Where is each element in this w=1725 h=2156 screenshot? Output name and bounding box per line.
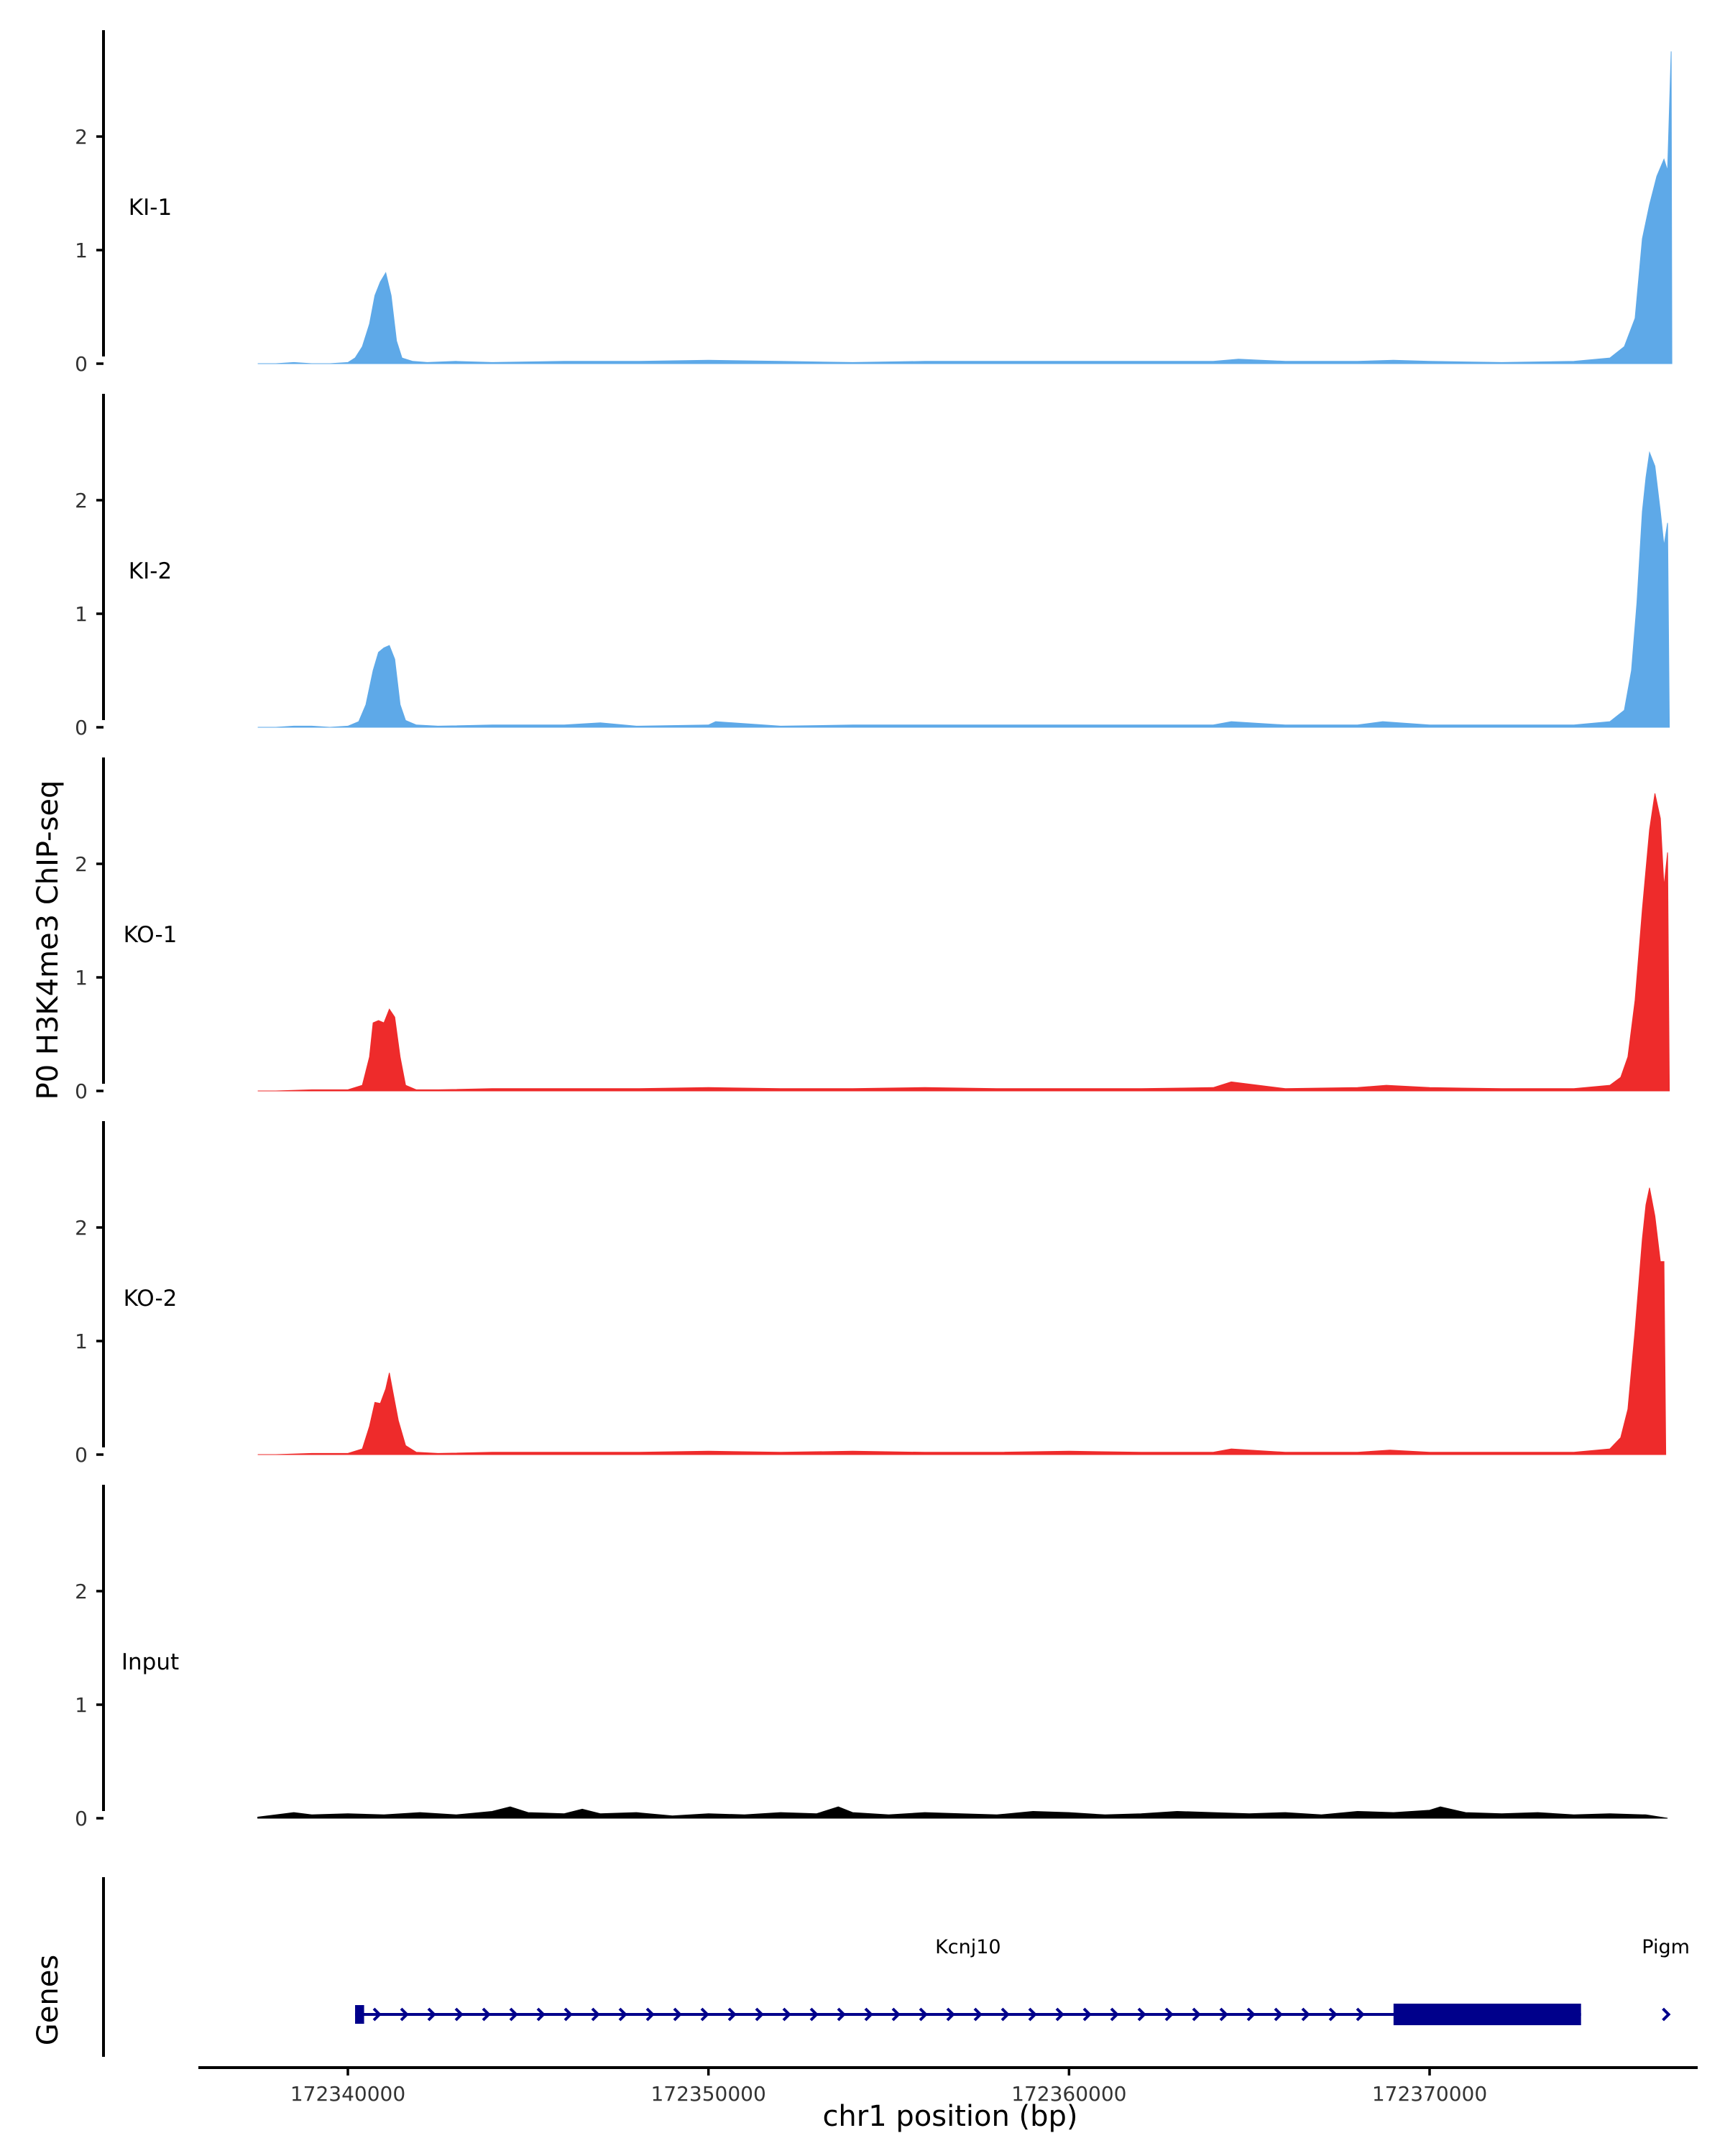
strand-arrow bbox=[536, 2007, 546, 2022]
strand-arrow bbox=[482, 2007, 491, 2022]
strand-arrow bbox=[1274, 2007, 1283, 2022]
strand-arrow bbox=[400, 2007, 409, 2022]
gene-label: Kcnj10 bbox=[935, 1936, 1001, 1958]
signal-tracks: 0 1 2 KI-1 0 1 2 KI-2 0 1 2 KO-1 0 1 2 KO-2 0 1 2 Input bbox=[75, 30, 1673, 1830]
strand-arrow bbox=[891, 2007, 901, 2022]
strand-arrow bbox=[1028, 2007, 1037, 2022]
strand-arrow bbox=[1219, 2007, 1228, 2022]
x-tick-label: 172350000 bbox=[650, 2082, 765, 2106]
strand-arrow bbox=[509, 2007, 518, 2022]
x-tick-label: 172360000 bbox=[1011, 2082, 1126, 2106]
strand-arrow bbox=[454, 2007, 464, 2022]
x-tick-label: 172340000 bbox=[290, 2082, 405, 2106]
y-tick-label: 2 bbox=[75, 125, 88, 149]
strand-arrow bbox=[1192, 2007, 1201, 2022]
exon-block bbox=[1393, 2004, 1581, 2025]
x-axis: 172340000 172350000 172360000 172370000 bbox=[198, 2066, 1698, 2106]
strand-arrow bbox=[1055, 2007, 1064, 2022]
strand-arrow bbox=[782, 2007, 791, 2022]
strand-arrow bbox=[727, 2007, 737, 2022]
y-tick-label: 0 bbox=[75, 1079, 88, 1103]
track-label: KI-1 bbox=[129, 195, 172, 221]
y-tick-label: 0 bbox=[75, 716, 88, 740]
strand-arrow bbox=[1082, 2007, 1092, 2022]
y-tick-label: 1 bbox=[75, 1693, 88, 1717]
y-axis-title: P0 H3K4me3 ChIP-seq bbox=[32, 780, 65, 1100]
track-label: KO-1 bbox=[124, 922, 178, 948]
strand-arrow bbox=[1000, 2007, 1010, 2022]
signal-area-ko-1 bbox=[257, 793, 1670, 1092]
strand-arrow bbox=[1301, 2007, 1310, 2022]
y-tick-label: 0 bbox=[75, 352, 88, 376]
track-panel-ki-2: 0 1 2 KI-2 bbox=[75, 394, 1670, 740]
track-label: KI-2 bbox=[129, 558, 172, 584]
track-label: Input bbox=[121, 1649, 179, 1675]
y-tick-label: 0 bbox=[75, 1443, 88, 1467]
y-tick-label: 2 bbox=[75, 852, 88, 876]
track-panel-input: 0 1 2 Input bbox=[75, 1485, 1668, 1830]
strand-arrow bbox=[919, 2007, 928, 2022]
y-tick-label: 1 bbox=[75, 602, 88, 626]
strand-arrow bbox=[700, 2007, 709, 2022]
strand-arrow bbox=[809, 2007, 819, 2022]
strand-arrow bbox=[1246, 2007, 1256, 2022]
strand-arrow bbox=[1164, 2007, 1174, 2022]
gene-label: Pigm bbox=[1642, 1936, 1690, 1958]
y-tick-label: 0 bbox=[75, 1807, 88, 1830]
strand-arrow bbox=[1328, 2007, 1338, 2022]
y-tick-label: 2 bbox=[75, 1580, 88, 1603]
track-panel-ko-2: 0 1 2 KO-2 bbox=[75, 1121, 1667, 1467]
strand-arrow bbox=[864, 2007, 873, 2022]
strand-arrow bbox=[1356, 2007, 1365, 2022]
strand-arrow bbox=[372, 2007, 382, 2022]
y-tick-label: 2 bbox=[75, 489, 88, 512]
gene-pigm: Pigm bbox=[1642, 1936, 1690, 2022]
y-tick-label: 1 bbox=[75, 239, 88, 262]
strand-arrow bbox=[591, 2007, 600, 2022]
y-tick-label: 1 bbox=[75, 1330, 88, 1353]
y-tick-label: 2 bbox=[75, 1216, 88, 1240]
strand-arrow bbox=[618, 2007, 627, 2022]
exon-block bbox=[355, 2005, 364, 2024]
strand-arrow bbox=[973, 2007, 983, 2022]
strand-arrow bbox=[673, 2007, 682, 2022]
strand-arrow bbox=[946, 2007, 955, 2022]
x-tick-label: 172370000 bbox=[1372, 2082, 1487, 2106]
signal-area-ki-1 bbox=[257, 51, 1673, 364]
strand-arrow bbox=[564, 2007, 573, 2022]
x-axis-title: chr1 position (bp) bbox=[822, 2100, 1077, 2133]
gene-track: Kcnj10 Pigm bbox=[102, 1877, 1690, 2057]
gene-kcnj10: Kcnj10 bbox=[355, 1936, 1581, 2025]
signal-area-input bbox=[257, 1806, 1668, 1819]
track-panel-ki-1: 0 1 2 KI-1 bbox=[75, 30, 1673, 376]
track-label: KO-2 bbox=[124, 1286, 178, 1312]
strand-arrow bbox=[755, 2007, 764, 2022]
strand-arrow bbox=[1662, 2007, 1671, 2022]
gene-track-title: Genes bbox=[32, 1955, 65, 2045]
signal-area-ki-2 bbox=[257, 451, 1670, 728]
track-panel-ko-1: 0 1 2 KO-1 bbox=[75, 757, 1670, 1103]
strand-arrow bbox=[645, 2007, 655, 2022]
y-tick-label: 1 bbox=[75, 966, 88, 990]
strand-arrow bbox=[1110, 2007, 1119, 2022]
strand-arrow bbox=[837, 2007, 846, 2022]
signal-area-ko-2 bbox=[257, 1187, 1667, 1455]
strand-arrow bbox=[427, 2007, 436, 2022]
strand-arrow bbox=[1137, 2007, 1146, 2022]
